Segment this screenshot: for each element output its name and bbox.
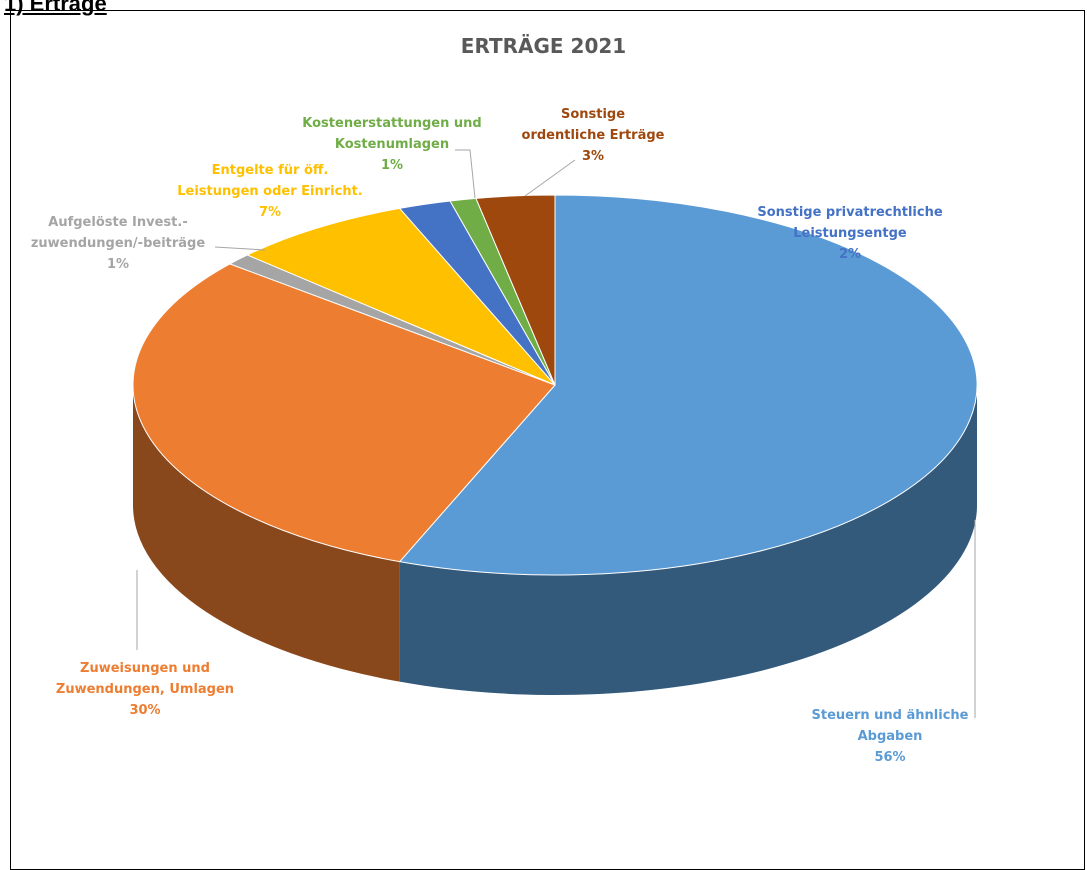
- pie-tops: [132, 194, 978, 576]
- data-label: Zuweisungen und Zuwendungen, Umlagen 30%: [53, 658, 238, 721]
- category-label: Aufgelöste Invest.-zuwendungen/-beiträge: [30, 215, 206, 251]
- category-label: Entgelte für öff. Leistungen oder Einric…: [177, 163, 363, 199]
- value-label: 1%: [380, 158, 404, 173]
- category-label: Steuern und ähnliche Abgaben: [811, 708, 969, 744]
- value-label: 3%: [581, 149, 605, 164]
- leader-line: [455, 149, 476, 199]
- slice: [132, 263, 556, 563]
- slice: [475, 194, 556, 386]
- value-label: 7%: [258, 205, 282, 220]
- value-label: 2%: [838, 247, 862, 262]
- data-label: Kostenerstattungen und Kostenumlagen 1%: [302, 113, 482, 176]
- value-label: 1%: [106, 257, 130, 272]
- category-label: Kostenerstattungen und Kostenumlagen: [302, 116, 482, 152]
- leader-line: [214, 246, 266, 251]
- slice: [398, 194, 978, 576]
- heading: 1) Erträge: [4, 0, 107, 16]
- slice-side: [399, 385, 977, 696]
- category-label: Sonstige ordentliche Erträge: [521, 107, 665, 143]
- slice: [246, 207, 556, 386]
- data-label: Sonstige privatrechtliche Leistungsentge…: [745, 202, 955, 265]
- data-label: Sonstige ordentliche Erträge 3%: [518, 104, 668, 167]
- data-label: Entgelte für öff. Leistungen oder Einric…: [175, 160, 365, 223]
- slice-side: [133, 385, 400, 682]
- data-label: Steuern und ähnliche Abgaben 56%: [810, 705, 970, 768]
- leader-line: [524, 159, 576, 197]
- pie-sides: [133, 385, 977, 696]
- value-label: 30%: [129, 703, 161, 718]
- value-label: 56%: [874, 750, 906, 765]
- category-label: Sonstige privatrechtliche Leistungsentge: [757, 205, 943, 241]
- category-label: Zuweisungen und Zuwendungen, Umlagen: [55, 661, 235, 697]
- chart-title: ERTRÄGE 2021: [460, 34, 627, 58]
- data-label: Aufgelöste Invest.-zuwendungen/-beiträge…: [31, 212, 206, 275]
- slice-side-shade: [399, 385, 977, 696]
- slice-side-shade: [133, 385, 400, 682]
